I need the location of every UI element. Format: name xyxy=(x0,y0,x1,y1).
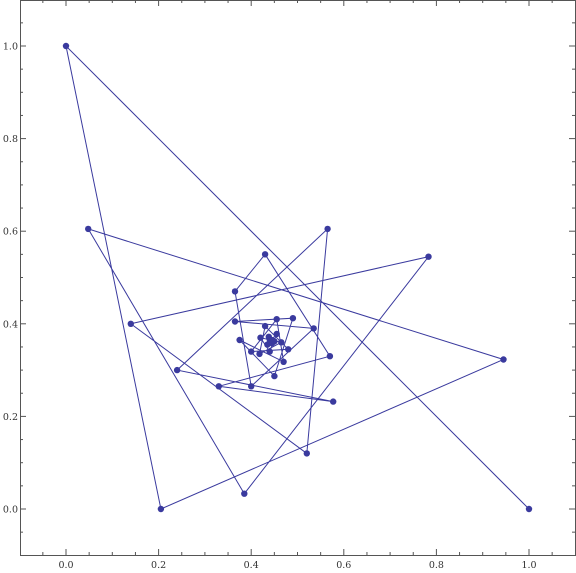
data-point xyxy=(303,450,310,457)
plot-area xyxy=(62,42,533,513)
y-tick-label: 0.4 xyxy=(3,319,18,330)
y-tick-label: 1.0 xyxy=(3,42,18,53)
data-point xyxy=(241,490,248,497)
data-point xyxy=(273,330,280,338)
data-point xyxy=(236,336,243,344)
data-point xyxy=(261,251,269,258)
data-point xyxy=(85,225,92,233)
data-point xyxy=(215,383,222,390)
data-point xyxy=(310,325,317,332)
x-tick-label: 1.0 xyxy=(521,560,536,571)
x-tick-label: 0.4 xyxy=(244,560,259,571)
data-point xyxy=(248,348,255,355)
data-point xyxy=(330,398,337,405)
x-tick-label: 0.2 xyxy=(151,560,166,571)
data-point xyxy=(257,334,264,341)
y-tick-label: 0.6 xyxy=(3,227,18,238)
data-point xyxy=(256,350,263,358)
data-point xyxy=(173,366,181,374)
x-tick-label: 0.0 xyxy=(58,560,73,571)
data-point xyxy=(285,346,292,353)
data-point xyxy=(231,288,239,295)
x-tick-label: 0.8 xyxy=(429,560,444,571)
data-point xyxy=(267,337,275,344)
data-point xyxy=(271,372,278,380)
x-tick-label: 0.6 xyxy=(336,560,351,571)
series-line xyxy=(65,44,530,510)
data-point xyxy=(266,348,273,355)
data-point xyxy=(425,253,432,260)
y-tick-label: 0.0 xyxy=(3,505,18,516)
data-point xyxy=(525,505,533,513)
data-point xyxy=(289,315,297,322)
y-tick-label: 0.8 xyxy=(3,134,18,145)
y-tick-label: 0.2 xyxy=(3,412,18,423)
data-point xyxy=(280,358,287,365)
data-point xyxy=(62,42,70,50)
data-point xyxy=(273,316,280,323)
axes: 0.0 0.2 0.4 0.6 0.8 1.0 0.0 0.2 0.4 0.6 0.8 1.0 xyxy=(3,0,575,571)
data-point xyxy=(500,356,507,363)
data-point xyxy=(326,353,334,360)
data-point xyxy=(127,320,134,327)
data-point xyxy=(324,225,331,233)
data-point xyxy=(261,322,269,330)
data-point xyxy=(248,383,255,390)
data-point xyxy=(278,339,285,346)
data-point xyxy=(231,318,239,325)
data-point xyxy=(157,505,165,513)
